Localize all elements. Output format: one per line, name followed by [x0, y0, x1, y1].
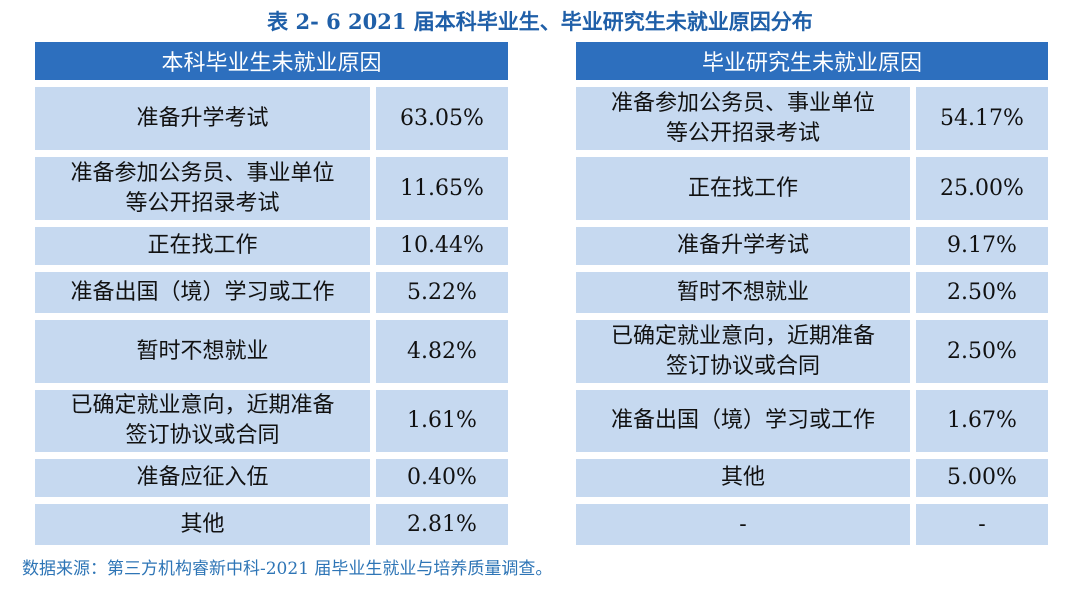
percent-cell: 2.81% [376, 504, 508, 545]
reason-cell: 准备出国（境）学习或工作 [576, 390, 910, 452]
percent-cell-text: 1.61% [407, 408, 477, 433]
reason-cell: 暂时不想就业 [576, 272, 910, 313]
reason-cell: 已确定就业意向，近期准备签订协议或合同 [35, 390, 370, 452]
reason-cell: 正在找工作 [35, 227, 370, 265]
reason-cell: 准备参加公务员、事业单位等公开招录考试 [35, 157, 370, 220]
reason-cell: 已确定就业意向，近期准备签订协议或合同 [576, 320, 910, 383]
percent-cell-text: 2.50% [947, 338, 1017, 364]
right-table: 毕业研究生未就业原因准备参加公务员、事业单位等公开招录考试 54.17% 正在找工作… [576, 42, 1048, 547]
reason-cell: 其他 [35, 504, 370, 545]
table-header-text: 毕业研究生未就业原因 [701, 51, 922, 76]
reason-cell: 正在找工作 [576, 157, 910, 220]
table-header: 本科毕业生未就业原因 [35, 42, 508, 80]
reason-cell-text: - [739, 511, 747, 537]
percent-cell-text: - [978, 511, 986, 537]
percent-cell: 1.61% [376, 390, 508, 452]
reason-cell-text: 其他 [720, 465, 765, 490]
reason-cell-text: 准备参加公务员、事业单位等公开招录考试 [70, 160, 335, 216]
reason-cell: 准备升学考试 [35, 87, 370, 150]
percent-cell-text: 5.00% [947, 465, 1017, 490]
reason-cell: 暂时不想就业 [35, 320, 370, 383]
percent-cell: 2.50% [916, 272, 1048, 313]
reason-cell-text: 准备参加公务员、事业单位等公开招录考试 [610, 90, 875, 146]
reason-cell: 准备升学考试 [576, 227, 910, 265]
source-note: 数据来源：第三方机构睿新中科-2021 届毕业生就业与培养质量调查。 [22, 559, 553, 579]
reason-cell: - [576, 504, 910, 545]
reason-cell-text: 准备升学考试 [676, 233, 809, 258]
percent-cell-text: 4.82% [407, 338, 477, 364]
percent-cell: 1.67% [916, 390, 1048, 452]
percent-cell: 25.00% [916, 157, 1048, 220]
percent-cell: 9.17% [916, 227, 1048, 265]
percent-cell: 4.82% [376, 320, 508, 383]
reason-cell: 其他 [576, 459, 910, 497]
percent-cell-text: 2.81% [407, 511, 477, 537]
percent-cell-text: 1.67% [947, 408, 1017, 433]
percent-cell-text: 9.17% [947, 233, 1017, 258]
percent-cell-text: 63.05% [400, 105, 484, 131]
percent-cell: 2.50% [916, 320, 1048, 383]
reason-cell-text: 准备升学考试 [136, 105, 269, 131]
percent-cell-text: 54.17% [940, 105, 1024, 131]
reason-cell: 准备应征入伍 [35, 459, 370, 497]
percent-cell-text: 25.00% [940, 175, 1024, 201]
percent-cell: 5.22% [376, 272, 508, 313]
reason-cell-text: 正在找工作 [147, 233, 258, 258]
percent-cell: - [916, 504, 1048, 545]
reason-cell-text: 准备应征入伍 [136, 465, 269, 490]
table-header: 毕业研究生未就业原因 [576, 42, 1048, 80]
reason-cell-text: 其他 [180, 511, 225, 537]
table-title: 表 2- 6 2021 届本科毕业生、毕业研究生未就业原因分布 [267, 9, 813, 34]
reason-cell-text: 已确定就业意向，近期准备签订协议或合同 [610, 323, 875, 379]
reason-cell: 准备出国（境）学习或工作 [35, 272, 370, 313]
percent-cell-text: 0.40% [407, 465, 477, 490]
percent-cell-text: 11.65% [400, 175, 484, 201]
reason-cell-text: 正在找工作 [687, 175, 798, 201]
reason-cell-text: 已确定就业意向，近期准备签订协议或合同 [70, 393, 335, 448]
percent-cell: 10.44% [376, 227, 508, 265]
left-table: 本科毕业生未就业原因准备升学考试 63.05% 准备参加公务员、事业单位等公开招录考… [35, 42, 508, 547]
percent-cell-text: 10.44% [400, 233, 484, 258]
reason-cell-text: 准备出国（境）学习或工作 [610, 408, 875, 433]
reason-cell-text: 暂时不想就业 [136, 338, 269, 364]
reason-cell-text: 暂时不想就业 [676, 279, 809, 305]
percent-cell: 5.00% [916, 459, 1048, 497]
table-header-text: 本科毕业生未就业原因 [161, 51, 382, 76]
percent-cell: 11.65% [376, 157, 508, 220]
percent-cell-text: 5.22% [407, 279, 477, 305]
percent-cell: 54.17% [916, 87, 1048, 150]
percent-cell: 63.05% [376, 87, 508, 150]
percent-cell: 0.40% [376, 459, 508, 497]
reason-cell-text: 准备出国（境）学习或工作 [70, 279, 335, 305]
reason-cell: 准备参加公务员、事业单位等公开招录考试 [576, 87, 910, 150]
percent-cell-text: 2.50% [947, 279, 1017, 305]
